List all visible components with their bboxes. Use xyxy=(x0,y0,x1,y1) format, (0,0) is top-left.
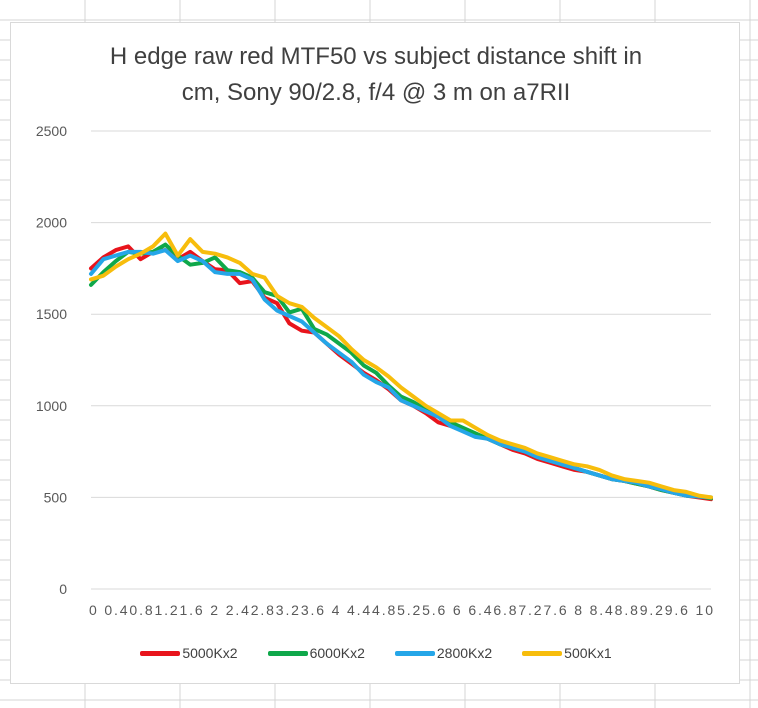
chart-title: H edge raw red MTF50 vs subject distance… xyxy=(109,43,643,106)
series-line-500kx1[interactable] xyxy=(89,231,713,500)
legend-label: 6000Kx2 xyxy=(309,645,365,661)
legend-label: 500Kx1 xyxy=(564,645,612,661)
x-tick-labels: 0 0.40.81.21.6 2 2.42.83.23.6 4 4.44.85.… xyxy=(89,602,713,618)
series-line-6000kx2[interactable] xyxy=(89,242,713,501)
legend-item[interactable]: 5000Kx2 xyxy=(140,645,238,661)
legend-item[interactable]: 6000Kx2 xyxy=(267,645,365,661)
y-tick-label: 2000 xyxy=(36,215,67,231)
legend-swatch xyxy=(522,650,563,656)
plot-area: 0 500 1000 1500 2000 2500 0 0.40.81.21.6 2 2.4… xyxy=(36,123,713,618)
y-tick-label: 500 xyxy=(44,489,68,505)
legend-label: 2800Kx2 xyxy=(436,645,493,661)
legend-label: 5000Kx2 xyxy=(182,645,238,661)
y-tick-label: 2500 xyxy=(36,123,67,139)
legend-swatch xyxy=(394,650,435,656)
y-tick-label: 1000 xyxy=(36,398,67,414)
y-tick-label: 0 xyxy=(59,581,67,597)
legend-swatch xyxy=(267,650,308,656)
series-line-5000kx2[interactable] xyxy=(89,244,713,502)
series-line-2800kx2[interactable] xyxy=(89,248,713,500)
y-tick-label: 1500 xyxy=(36,306,67,322)
legend-item[interactable]: 2800Kx2 xyxy=(394,645,493,661)
legend: 5000Kx2 6000Kx2 2800Kx2 500Kx1 xyxy=(11,641,741,665)
legend-swatch xyxy=(140,650,181,656)
chart-area[interactable]: H edge raw red MTF50 vs subject distance… xyxy=(10,22,740,684)
legend-item[interactable]: 500Kx1 xyxy=(522,645,612,661)
